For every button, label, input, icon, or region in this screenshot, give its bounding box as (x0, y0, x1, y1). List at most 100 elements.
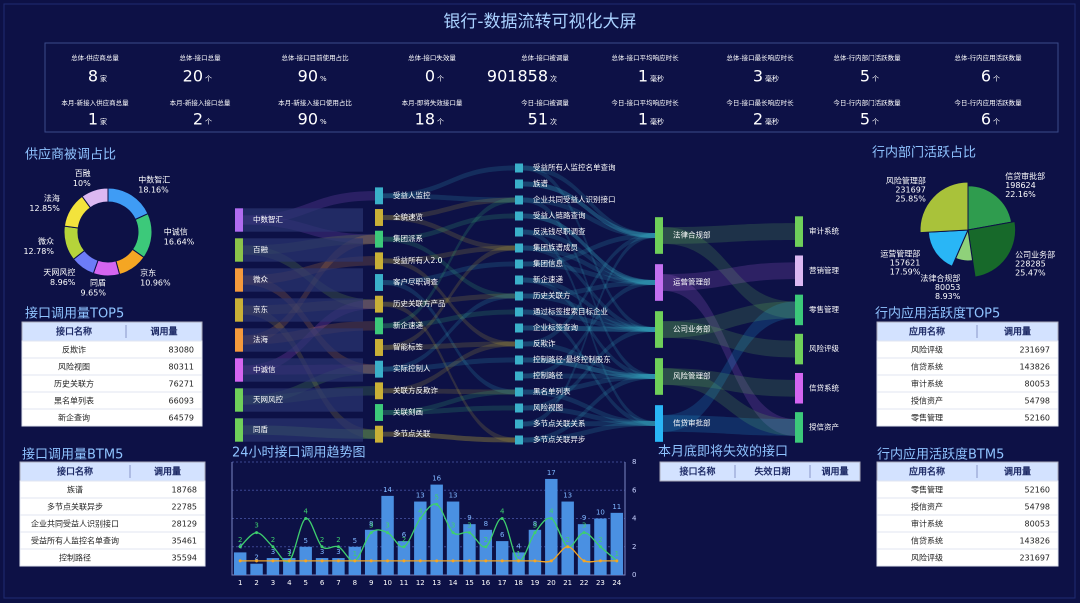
table-header-cell: 调用量 (821, 466, 848, 478)
y2-tick-label: 6 (632, 486, 637, 494)
line-point (582, 559, 586, 563)
sankey-label-band (243, 208, 363, 232)
x-tick-label: 18 (514, 579, 523, 587)
kpi-value: 20 (183, 67, 203, 86)
sankey-node (515, 179, 523, 189)
kpi-unit: 个 (993, 75, 1000, 83)
sankey-node-label: 反洗钱尽职调查 (533, 226, 586, 236)
slice-value: 80053 (935, 283, 960, 292)
sankey-link (383, 197, 515, 329)
sankey-node (515, 355, 523, 365)
kpi-unit: 毫秒 (650, 74, 664, 83)
sankey-node-label: 全貌速览 (393, 212, 423, 222)
pie-slice (967, 220, 1017, 278)
line-point (484, 559, 488, 563)
slice-value: 10.96% (140, 278, 171, 287)
sankey-node-label: 同盾 (253, 424, 268, 434)
sankey-label-band (243, 328, 363, 352)
sankey-node-label: 控制路径-最终控制股东 (533, 354, 611, 364)
table-row (21, 408, 203, 427)
point-label: 2 (271, 536, 275, 544)
kpi-value: 3 (753, 67, 763, 86)
sankey-link (523, 197, 655, 379)
sankey-link (383, 213, 515, 242)
sankey-label-band (243, 268, 363, 292)
kpi-value: 6 (981, 67, 991, 86)
line-point (500, 559, 504, 563)
table-header-cell: 调用量 (1004, 466, 1031, 478)
sankey-node-label: 公司业务部 (673, 324, 711, 334)
sankey-link (523, 233, 655, 347)
y2-tick-label: 0 (632, 571, 636, 579)
sankey-link (523, 213, 655, 285)
kpi-label: 总体-行内部门活跃数量 (833, 53, 901, 62)
sankey-link (383, 431, 515, 443)
sankey-node (515, 291, 523, 301)
line-point (533, 531, 537, 535)
table-cell: 231697 (1019, 346, 1050, 355)
sankey-link (523, 325, 655, 332)
bar (610, 512, 624, 575)
sankey-node (515, 435, 523, 445)
y2-tick-label: 8 (632, 458, 636, 466)
sankey-node-label: 信贷审批部 (673, 418, 711, 428)
line-point (582, 531, 586, 535)
kpi-value: 18 (415, 110, 435, 129)
kpi-unit: 次 (550, 74, 557, 83)
sankey-link (383, 341, 515, 350)
y2-tick-label: 2 (632, 543, 636, 551)
kpi-value: 1 (638, 110, 648, 129)
sankey-node-label: 集团族谱成员 (533, 242, 578, 252)
slice-value: 12.78% (23, 247, 54, 256)
sankey-node-label: 企业共同受益人识别接口 (533, 194, 616, 204)
slice-value: 8.96% (50, 278, 76, 287)
sankey-node-label: 中诚信 (253, 364, 276, 374)
kpi-unit: 次 (550, 117, 557, 126)
sankey-link (523, 309, 655, 332)
x-tick-label: 20 (547, 579, 556, 587)
bar (512, 552, 525, 575)
table-cell: 66093 (169, 397, 194, 406)
kpi-value: 51 (528, 110, 548, 129)
sankey-node-label: 天网风控 (253, 394, 283, 404)
table-title: 本月底即将失效的接口 (658, 444, 788, 460)
x-tick-label: 17 (498, 579, 507, 587)
sankey-node (235, 418, 243, 442)
sankey-label-band (243, 418, 363, 442)
sankey-link (663, 274, 795, 436)
sankey-link (663, 368, 795, 397)
table-cell: 52160 (1025, 486, 1050, 495)
kpi-unit: 毫秒 (650, 117, 664, 126)
table-row (876, 408, 1059, 427)
line-point (566, 545, 570, 549)
sankey-link (663, 262, 795, 291)
line-point (238, 559, 242, 563)
line-point (287, 559, 291, 563)
sankey-node-label: 授信资产 (809, 421, 839, 431)
table-cell: 零售管理 (911, 413, 943, 423)
line-point (467, 531, 471, 535)
kpi-unit: % (320, 118, 327, 126)
x-tick-label: 1 (238, 579, 242, 587)
table-cell: 新企查询 (58, 413, 90, 423)
pie-slice (967, 185, 1013, 231)
sankey-node-label: 客户尽职调查 (393, 277, 438, 287)
kpi-value: 0 (425, 67, 435, 86)
bar (315, 558, 329, 575)
sankey-node (515, 307, 523, 317)
table-header-cell: 调用量 (154, 466, 181, 478)
sankey-link (383, 309, 515, 329)
line-point (320, 559, 324, 563)
line-point (418, 517, 422, 520)
slice-value: 10% (73, 179, 91, 188)
bar-label: 8 (533, 520, 537, 528)
table-title: 行内应用活跃度BTM5 (877, 447, 1004, 463)
sankey-node (515, 339, 523, 349)
sankey-node-label: 反欺诈 (533, 338, 556, 348)
sankey-link (523, 181, 655, 238)
chart-title: 24小时接口调用趋势图 (232, 445, 366, 461)
kpi-unit: 家 (100, 74, 107, 83)
sankey-link (663, 301, 795, 432)
slice-value: 157621 (890, 259, 921, 268)
kpi-value: 6 (981, 110, 991, 129)
